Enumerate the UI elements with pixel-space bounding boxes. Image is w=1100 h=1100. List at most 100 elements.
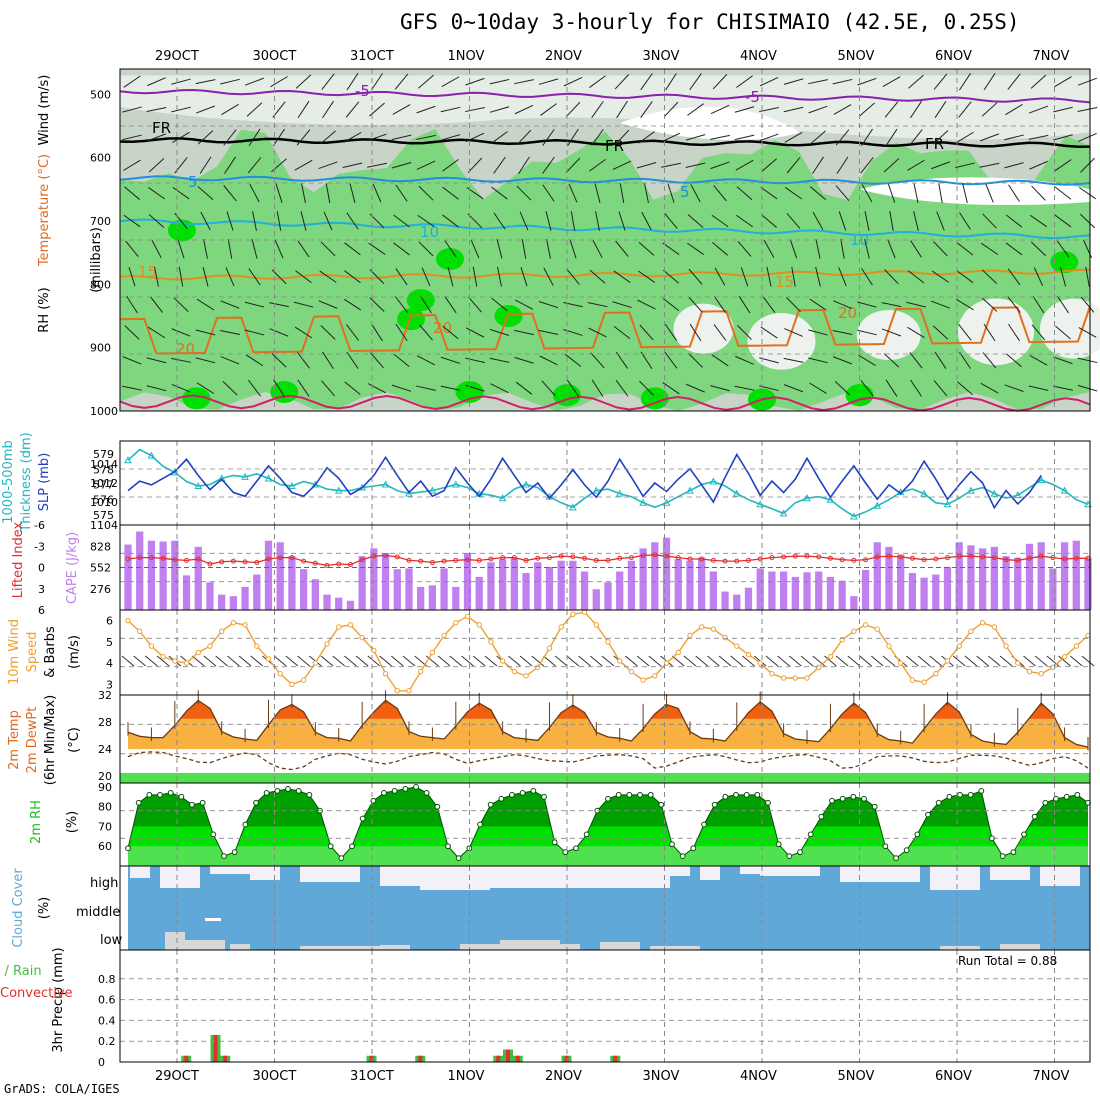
wind-barb <box>518 156 530 174</box>
thickness-marker <box>241 472 249 480</box>
rh2m-marker <box>818 813 825 820</box>
lifted-index-marker <box>675 555 681 561</box>
upper-temperature-label: Temperature (°C) <box>37 154 52 267</box>
wind10-marker <box>734 643 740 649</box>
wind-barb <box>320 241 336 257</box>
temp2m-base-band <box>120 773 1090 783</box>
cape-bar <box>686 560 694 610</box>
surface-wind-barb <box>332 655 346 667</box>
cape-bar <box>779 571 788 610</box>
wind-barb <box>834 381 851 396</box>
wind-barb <box>885 379 898 397</box>
wind-barb <box>273 128 285 147</box>
rh2m-marker <box>541 793 547 800</box>
lifted-index-marker <box>254 560 260 566</box>
cape-tick-label: 276 <box>90 583 111 596</box>
wind10-marker <box>605 639 611 645</box>
wind-barb <box>887 239 896 259</box>
thickness-tick-label: 579 <box>93 448 114 461</box>
wind10-marker <box>265 656 272 662</box>
lifted-index-marker <box>523 557 529 563</box>
surface-wind-barb <box>988 655 1001 667</box>
rh2m-marker <box>189 801 195 808</box>
wind-barb <box>1078 327 1097 338</box>
wind-barb <box>808 79 828 85</box>
wind-barb <box>489 357 510 363</box>
wind-barb <box>936 211 945 231</box>
contour-label: FR <box>605 137 624 155</box>
rh2m-marker <box>445 843 451 850</box>
cape-bar <box>826 576 835 610</box>
wind-barb <box>760 186 778 200</box>
lifted-index-marker <box>582 555 588 561</box>
cape-bar <box>967 545 975 610</box>
wind-barb <box>540 103 557 116</box>
high-cloud-gap <box>540 866 560 880</box>
lifted-index-marker <box>945 555 951 561</box>
cape-bar <box>440 568 448 610</box>
wind10-marker <box>1038 671 1044 677</box>
wind-barb <box>539 355 558 366</box>
wind-barb <box>959 73 971 91</box>
wind-barb <box>809 382 827 394</box>
wind-barb <box>956 131 974 143</box>
wind-barb <box>883 353 900 368</box>
wind-barb <box>564 353 582 367</box>
upper-dry-pocket <box>747 313 816 370</box>
wind-barb <box>369 269 385 285</box>
surface-wind-barb <box>554 655 568 667</box>
wind-barb <box>859 102 875 117</box>
thickness-marker <box>522 480 530 488</box>
rh2m-tick-label: 90 <box>98 781 112 794</box>
pressure-tick-label: 600 <box>90 152 111 165</box>
wind-barb <box>981 102 998 117</box>
precip-total-label: Total / Rain <box>0 964 42 979</box>
wind-barb <box>980 242 999 255</box>
wind10-marker <box>359 634 365 641</box>
thickness-tick-label: 577 <box>93 479 114 492</box>
surface-wind-barb <box>917 655 931 667</box>
wind-barb <box>980 382 999 394</box>
wind-barb <box>493 156 506 174</box>
wind-barb <box>638 241 655 256</box>
wind10-marker <box>289 681 295 688</box>
surface-wind-barb <box>1034 655 1048 667</box>
wind-barb <box>271 269 287 285</box>
wind-barb <box>320 325 336 340</box>
date-label-top: 29OCT <box>155 49 199 64</box>
wind10-marker <box>417 668 424 675</box>
wind-barb <box>983 73 996 91</box>
upper-dry-pocket <box>856 310 921 360</box>
lifted-index-marker <box>207 561 213 567</box>
wind-barb <box>1053 134 1073 141</box>
wind-barb <box>124 186 140 200</box>
wind-barb <box>178 266 184 287</box>
wind-barb <box>223 129 237 146</box>
lifted-index-marker <box>406 557 412 563</box>
wind10-marker <box>663 660 670 666</box>
lifted-index-marker <box>476 557 482 563</box>
surface-wind-barb <box>952 655 966 667</box>
wind-barb <box>220 356 240 365</box>
wind-barb <box>810 186 826 200</box>
wind-barb <box>146 107 167 113</box>
wind-barb <box>322 100 334 119</box>
wind-barb <box>173 297 189 312</box>
wind-barb <box>1004 384 1024 392</box>
contour-label: -5 <box>745 88 760 106</box>
wind10-marker <box>675 649 681 656</box>
cloud-high-label: high <box>90 876 118 891</box>
cape-bar <box>475 576 483 610</box>
wind-barb <box>759 133 779 142</box>
wind-barb <box>687 103 704 116</box>
rh2m-marker <box>221 853 227 860</box>
wind-barb <box>857 329 877 336</box>
wind10-marker <box>558 624 564 630</box>
wind-barb <box>125 240 139 257</box>
wind-barb <box>932 325 949 340</box>
precip-convective-bar <box>506 1049 510 1062</box>
upper-rh-label: RH (%) <box>37 287 52 332</box>
lifted-index-marker <box>652 552 658 558</box>
wind10-marker <box>523 673 529 679</box>
wind-barb <box>465 77 485 86</box>
